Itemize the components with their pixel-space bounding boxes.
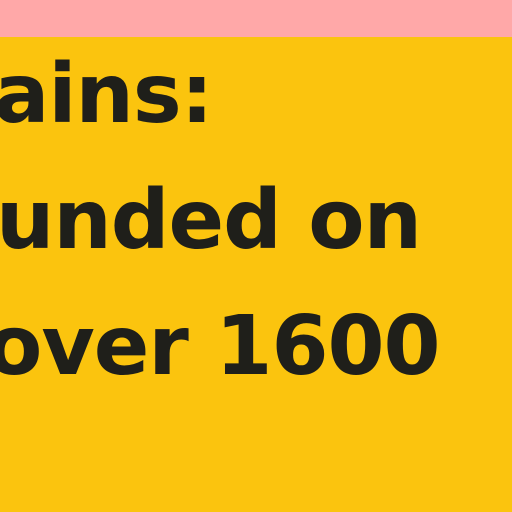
text-panel: ains: unded on over 1600: [0, 37, 512, 512]
top-strip: [0, 0, 512, 37]
text-line-1: ains:: [0, 47, 213, 142]
text-line-2: unded on: [0, 173, 422, 268]
text-line-3: over 1600: [0, 299, 441, 394]
